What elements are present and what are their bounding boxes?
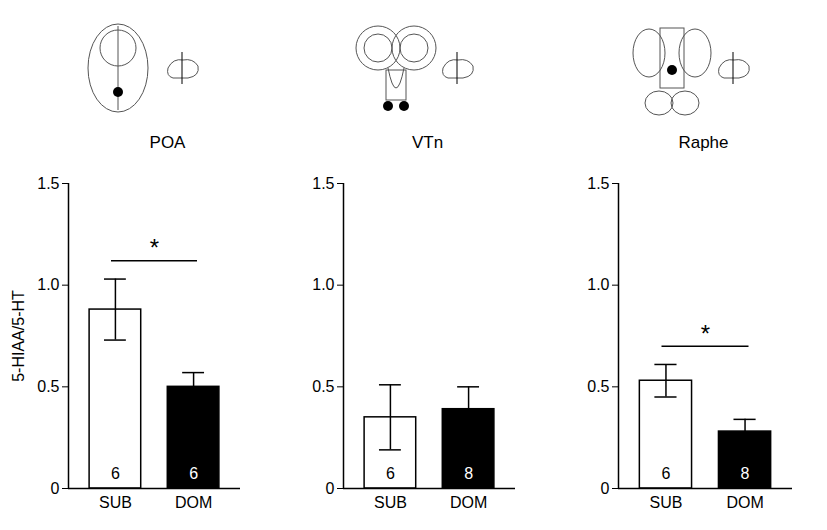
svg-text:1.0: 1.0 xyxy=(37,276,59,293)
svg-text:SUB: SUB xyxy=(99,494,132,511)
svg-text:SUB: SUB xyxy=(650,494,683,511)
svg-text:DOM: DOM xyxy=(175,494,212,511)
svg-text:DOM: DOM xyxy=(726,494,763,511)
svg-text:1.5: 1.5 xyxy=(37,175,59,192)
svg-text:SUB: SUB xyxy=(374,494,407,511)
svg-text:1.0: 1.0 xyxy=(312,276,334,293)
svg-text:0.5: 0.5 xyxy=(587,378,609,395)
svg-text:*: * xyxy=(150,234,159,261)
svg-text:6: 6 xyxy=(189,465,198,482)
svg-text:1.0: 1.0 xyxy=(587,276,609,293)
svg-text:6: 6 xyxy=(111,465,120,482)
svg-text:6: 6 xyxy=(662,465,671,482)
svg-text:8: 8 xyxy=(741,465,750,482)
svg-text:8: 8 xyxy=(464,465,473,482)
svg-text:0.5: 0.5 xyxy=(37,378,59,395)
svg-text:1.5: 1.5 xyxy=(587,175,609,192)
svg-text:0: 0 xyxy=(326,480,335,497)
html-text:Raphe: Raphe xyxy=(678,133,729,152)
html-text:VTn: VTn xyxy=(411,133,444,152)
svg-text:DOM: DOM xyxy=(450,494,487,511)
svg-text:6: 6 xyxy=(386,465,395,482)
svg-text:0.5: 0.5 xyxy=(312,378,334,395)
svg-text:0: 0 xyxy=(51,480,60,497)
svg-text:1.5: 1.5 xyxy=(312,175,334,192)
svg-text:0: 0 xyxy=(601,480,610,497)
html-text:POA: POA xyxy=(149,133,186,152)
svg-text:*: * xyxy=(701,320,710,347)
svg-text:5-HIAA/5-HT: 5-HIAA/5-HT xyxy=(10,290,27,382)
